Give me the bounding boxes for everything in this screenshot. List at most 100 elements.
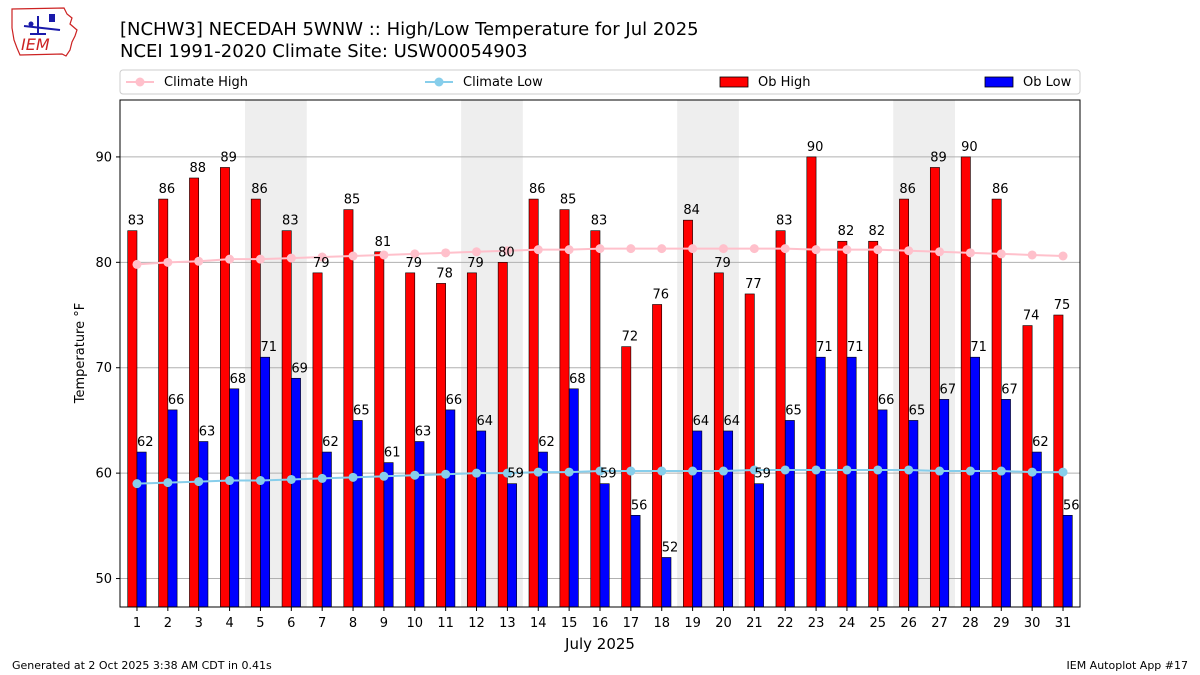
ob-high-bar-17 bbox=[621, 346, 632, 608]
x-tick-label-13: 13 bbox=[499, 616, 516, 631]
ob-high-label-28: 90 bbox=[961, 140, 978, 155]
climate-high-point-24 bbox=[842, 245, 852, 255]
ob-high-bar-23 bbox=[806, 156, 817, 608]
climate-low-point-6 bbox=[286, 474, 296, 484]
climate-high-point-1 bbox=[132, 259, 142, 269]
logo-text: IEM bbox=[21, 35, 50, 54]
ob-low-label-19: 64 bbox=[693, 414, 710, 429]
ob-low-label-8: 65 bbox=[353, 403, 370, 418]
ob-high-label-8: 85 bbox=[344, 193, 361, 208]
legend-label-climate-low: Climate Low bbox=[463, 75, 543, 90]
ob-high-label-27: 89 bbox=[930, 150, 947, 165]
climate-low-point-11 bbox=[441, 469, 451, 479]
climate-low-point-15 bbox=[564, 467, 574, 477]
ob-high-label-19: 84 bbox=[683, 203, 700, 218]
iowa-state-outline bbox=[11, 7, 78, 57]
ob-low-bar-12 bbox=[476, 430, 487, 608]
climate-high-point-19 bbox=[688, 244, 698, 254]
ob-high-label-21: 77 bbox=[745, 277, 762, 292]
legend-marker-climate-high bbox=[135, 77, 145, 87]
ob-low-label-30: 62 bbox=[1032, 435, 1049, 450]
climate-low-point-19 bbox=[688, 466, 698, 476]
ob-high-label-2: 86 bbox=[159, 182, 176, 197]
x-tick-label-14: 14 bbox=[530, 616, 547, 631]
ob-high-bar-1 bbox=[127, 230, 138, 608]
ob-high-bar-9 bbox=[374, 251, 385, 608]
ob-high-label-3: 88 bbox=[189, 161, 206, 176]
ob-low-label-11: 66 bbox=[446, 393, 463, 408]
climate-high-point-22 bbox=[780, 244, 790, 254]
y-tick-label-50: 50 bbox=[95, 572, 112, 587]
climate-low-point-7 bbox=[317, 473, 327, 483]
climate-low-point-18 bbox=[657, 466, 667, 476]
climate-low-point-12 bbox=[472, 468, 482, 478]
ob-high-label-17: 72 bbox=[622, 330, 639, 345]
x-tick-label-20: 20 bbox=[715, 616, 732, 631]
x-tick-label-11: 11 bbox=[437, 616, 454, 631]
climate-high-point-15 bbox=[564, 245, 574, 255]
x-tick-label-29: 29 bbox=[993, 616, 1010, 631]
ob-low-label-17: 56 bbox=[631, 498, 648, 513]
app-note: IEM Autoplot App #17 bbox=[1067, 659, 1189, 672]
legend-item-ob-low: Ob Low bbox=[984, 75, 1072, 90]
ob-high-label-15: 85 bbox=[560, 193, 577, 208]
ob-high-bar-19 bbox=[683, 219, 693, 608]
ob-high-bar-30 bbox=[1022, 325, 1033, 608]
ob-low-bar-27 bbox=[939, 399, 950, 608]
ob-low-bar-11 bbox=[445, 409, 456, 608]
ob-high-label-29: 86 bbox=[992, 182, 1009, 197]
ob-high-bar-25 bbox=[868, 240, 879, 608]
x-tick-label-17: 17 bbox=[623, 616, 640, 631]
ob-high-label-13: 80 bbox=[498, 245, 515, 260]
x-tick-label-30: 30 bbox=[1024, 616, 1041, 631]
climate-low-point-2 bbox=[163, 478, 173, 488]
climate-low-point-26 bbox=[904, 465, 914, 475]
x-tick-label-2: 2 bbox=[164, 616, 172, 631]
ob-low-label-3: 63 bbox=[199, 425, 216, 440]
legend-frame bbox=[119, 69, 1081, 95]
iem-logo: IEM bbox=[11, 7, 78, 57]
ob-low-label-29: 67 bbox=[1001, 382, 1018, 397]
y-tick-label-60: 60 bbox=[95, 467, 112, 482]
ob-low-label-14: 62 bbox=[538, 435, 555, 450]
climate-low-point-21 bbox=[749, 465, 759, 475]
ob-high-bar-14 bbox=[528, 198, 539, 608]
climate-high-point-17 bbox=[626, 244, 636, 254]
ob-high-bar-6 bbox=[281, 230, 292, 608]
ob-low-bar-20 bbox=[723, 430, 734, 608]
ob-high-label-16: 83 bbox=[591, 214, 608, 229]
ob-high-bar-16 bbox=[590, 230, 601, 608]
ob-high-label-11: 78 bbox=[436, 266, 453, 281]
ob-low-label-7: 62 bbox=[322, 435, 339, 450]
climate-high-point-3 bbox=[194, 256, 204, 266]
ob-high-bar-29 bbox=[991, 198, 1002, 608]
ob-high-label-1: 83 bbox=[128, 214, 145, 229]
ob-low-bar-17 bbox=[630, 514, 641, 608]
ob-high-label-6: 83 bbox=[282, 214, 299, 229]
climate-low-point-30 bbox=[1027, 467, 1037, 477]
x-tick-label-1: 1 bbox=[133, 616, 141, 631]
ob-high-bar-24 bbox=[837, 240, 848, 608]
ob-high-bar-21 bbox=[744, 293, 755, 608]
ob-high-bar-13 bbox=[497, 262, 508, 608]
x-tick-label-12: 12 bbox=[468, 616, 485, 631]
climate-high-point-16 bbox=[595, 244, 605, 254]
climate-high-point-25 bbox=[873, 245, 883, 255]
ob-high-label-20: 79 bbox=[714, 256, 731, 271]
ob-high-label-4: 89 bbox=[220, 150, 237, 165]
ob-low-label-16: 59 bbox=[600, 467, 617, 482]
climate-low-point-1 bbox=[132, 479, 142, 489]
climate-high-point-4 bbox=[225, 254, 235, 264]
ob-low-label-5: 71 bbox=[260, 340, 277, 355]
data-labels: 83 86 88 89 86 83 79 85 81 79 78 79 80 86 85 83 72 76 84 79… bbox=[128, 140, 1080, 556]
legend-label-climate-high: Climate High bbox=[164, 75, 248, 90]
climate-low-point-16 bbox=[595, 466, 605, 476]
ob-low-bar-25 bbox=[877, 409, 888, 608]
climate-low-point-25 bbox=[873, 465, 883, 475]
ob-low-bar-6 bbox=[291, 377, 301, 608]
x-tick-label-28: 28 bbox=[962, 616, 979, 631]
ob-low-label-10: 63 bbox=[415, 425, 432, 440]
ob-low-bar-29 bbox=[1000, 399, 1011, 608]
chart-subtitle: NCEI 1991-2020 Climate Site: USW00054903 bbox=[120, 41, 528, 62]
